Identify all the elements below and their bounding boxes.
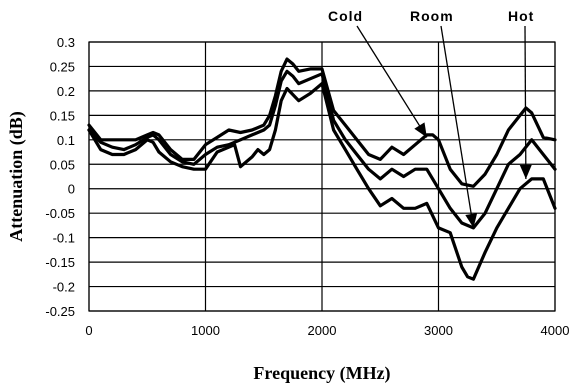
plot-frame [88, 41, 556, 312]
x-tick-label: 0 [85, 323, 92, 338]
annotation-arrowhead [519, 164, 532, 179]
series-line-1 [87, 57, 557, 188]
annotations: Cold Room Hot [328, 8, 534, 228]
y-tick-label: 0 [68, 182, 75, 197]
y-tick-label: 0.05 [50, 157, 75, 172]
annotation-arrow [524, 25, 527, 179]
y-tick-label: 0.25 [50, 59, 75, 74]
x-tick-label: 1000 [191, 323, 220, 338]
x-tick-label: 2000 [308, 323, 337, 338]
x-axis-title: Frequency (MHz) [253, 363, 390, 384]
x-tick-label: 4000 [541, 323, 570, 338]
annotation-label: Hot [508, 8, 534, 24]
grid-lines [88, 41, 556, 312]
y-tick-label: -0.15 [45, 255, 75, 270]
series-line-2 [87, 69, 557, 230]
annotation-arrowhead [465, 213, 478, 228]
annotation-label: Cold [328, 8, 363, 24]
y-axis-title: Attenuation (dB) [6, 111, 27, 242]
annotation-arrowhead [414, 122, 427, 138]
annotation-label: Room [410, 8, 454, 24]
y-tick-label: 0.15 [50, 108, 75, 123]
y-tick-label: 0.2 [57, 84, 75, 99]
y-tick-label: -0.2 [53, 280, 75, 295]
series-lines [87, 57, 557, 281]
y-tick-label: -0.25 [45, 304, 75, 319]
y-tick-label: 0.3 [57, 35, 75, 50]
y-tick-label: -0.1 [53, 231, 75, 246]
annotation-arrow [440, 25, 475, 228]
tick-labels: 0.3 0.25 0.2 0.15 0.1 0.05 0 -0.05 -0.1 -0.15 -0.2… [45, 35, 569, 338]
x-tick-label: 3000 [424, 323, 453, 338]
y-tick-label: 0.1 [57, 133, 75, 148]
annotation-arrow [356, 25, 428, 138]
y-tick-label: -0.05 [45, 206, 75, 221]
series-line-3 [87, 81, 557, 281]
